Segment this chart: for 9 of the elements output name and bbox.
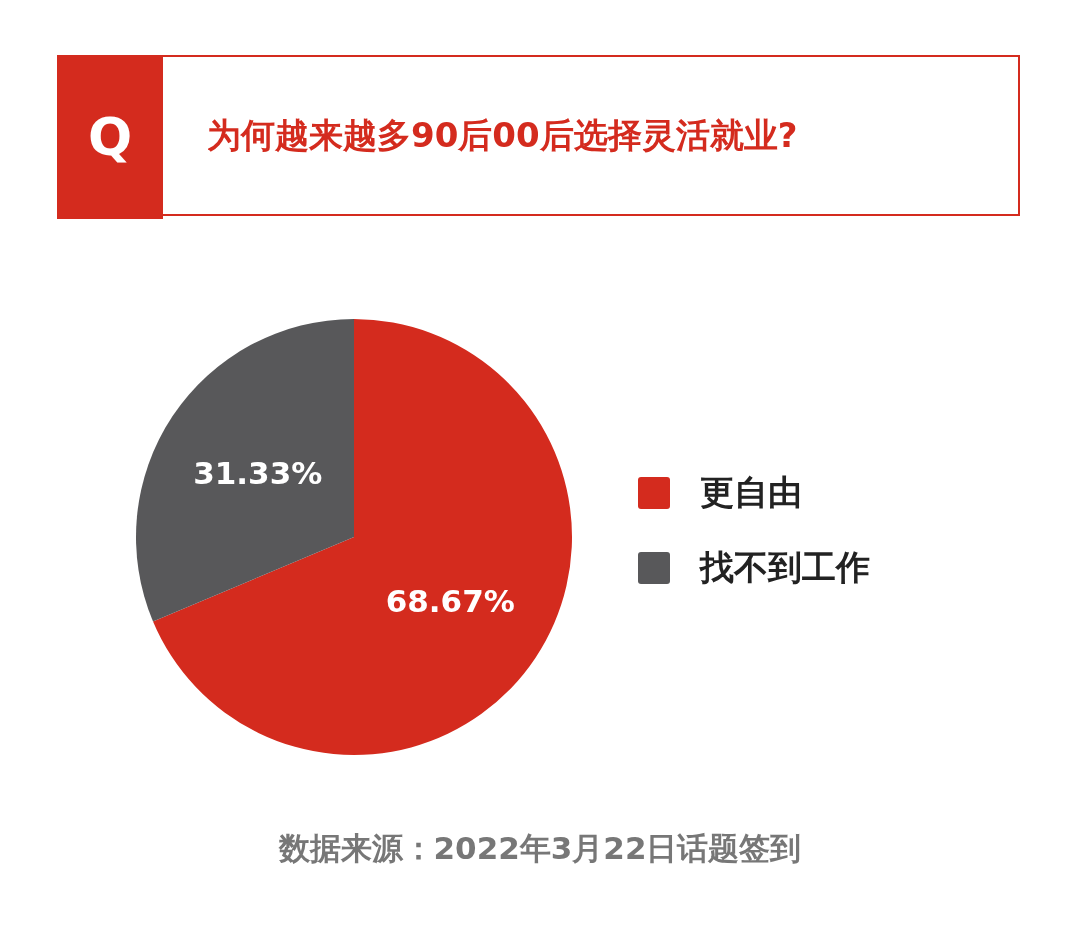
data-label: 31.33% bbox=[193, 455, 323, 492]
legend-label: 更自由 bbox=[700, 471, 802, 514]
pie-slice bbox=[136, 319, 354, 622]
data-label: 68.67% bbox=[385, 582, 515, 619]
source-note: 数据来源：2022年3月22日话题签到 bbox=[277, 829, 803, 868]
legend-label: 找不到工作 bbox=[700, 546, 870, 589]
text: Q bbox=[87, 107, 133, 167]
pie-slice bbox=[153, 319, 572, 755]
chart-title: 为何越来越多90后00后选择灵活就业? bbox=[207, 113, 798, 157]
